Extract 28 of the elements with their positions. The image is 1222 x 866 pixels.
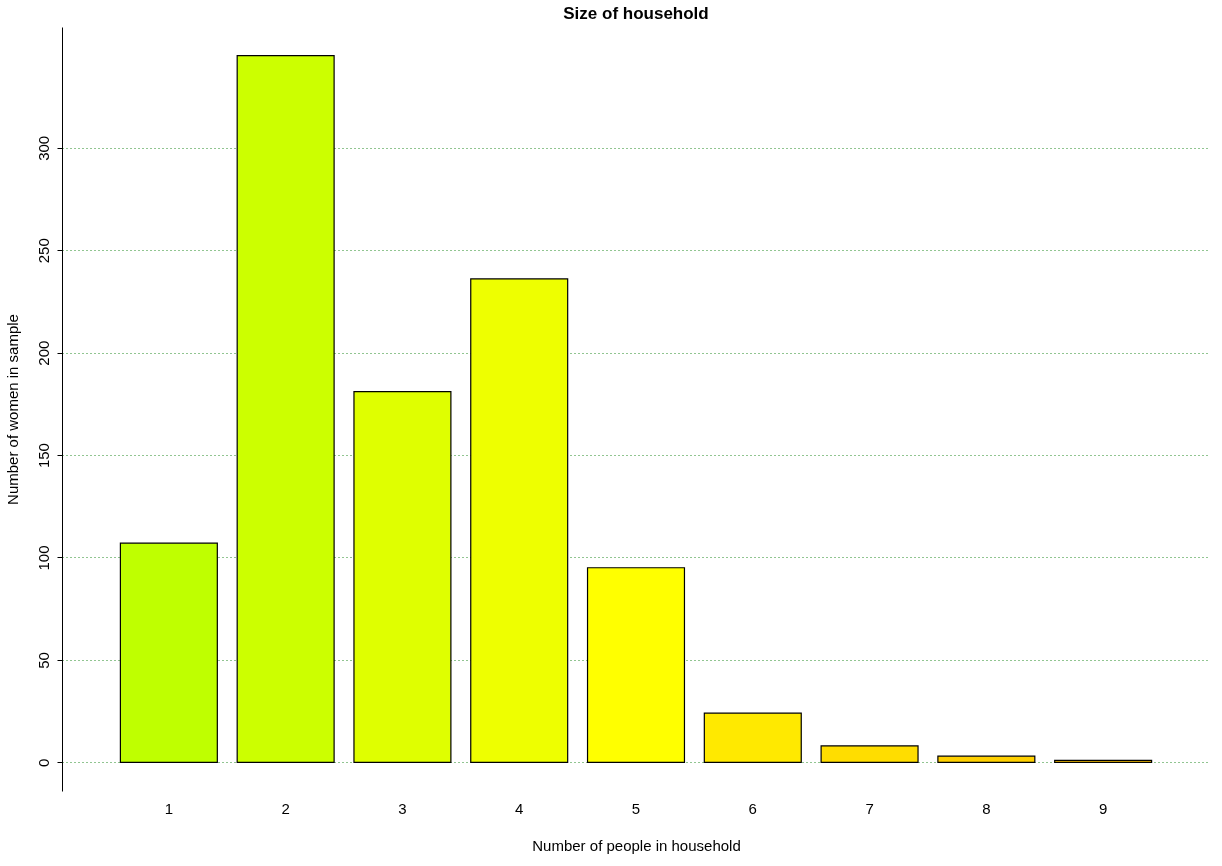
chart-title: Size of household — [563, 4, 709, 23]
bar — [1054, 759, 1153, 763]
x-tick-label: 1 — [164, 799, 174, 817]
x-tick-label: 5 — [631, 799, 641, 817]
x-tick-label: 3 — [398, 799, 407, 817]
x-tick-label: 8 — [982, 799, 991, 817]
x-axis-title: Number of people in household — [532, 836, 741, 854]
y-tick-label: 100 — [34, 545, 52, 571]
bar — [703, 712, 802, 763]
y-tick-label: 0 — [34, 758, 52, 767]
bar — [119, 542, 218, 763]
x-tick-label: 9 — [1098, 799, 1108, 817]
bar — [470, 278, 569, 763]
y-tick-label: 300 — [34, 135, 52, 161]
y-axis-title: Number of women in sample — [3, 314, 21, 505]
bar — [236, 55, 335, 763]
x-tick-label: 7 — [865, 799, 874, 817]
y-tick-label: 200 — [34, 340, 52, 366]
x-tick-label: 4 — [515, 799, 524, 817]
x-tick-label: 2 — [281, 799, 290, 817]
x-tick-label: 6 — [748, 799, 757, 817]
bar — [937, 755, 1036, 763]
bar — [353, 390, 452, 763]
bar — [820, 745, 919, 763]
y-tick-label: 150 — [34, 443, 52, 469]
y-tick-label: 250 — [34, 238, 52, 264]
y-tick-label: 50 — [34, 652, 52, 669]
bar — [586, 567, 686, 763]
